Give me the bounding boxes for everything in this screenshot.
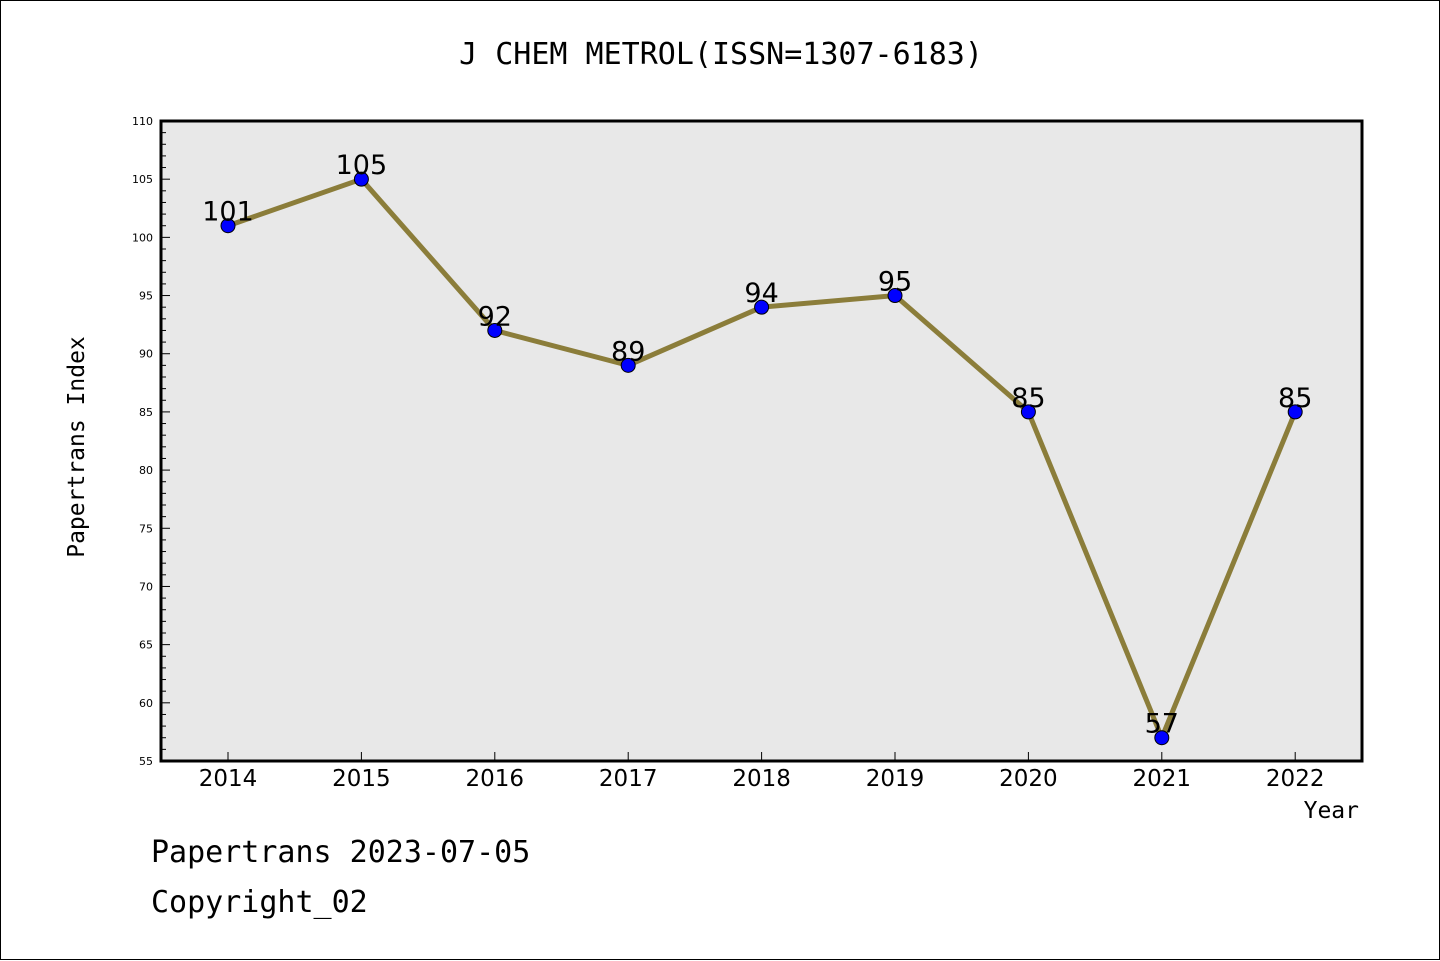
data-label: 105 xyxy=(336,150,388,181)
data-point xyxy=(887,288,903,304)
data-point xyxy=(1287,404,1303,420)
y-tick-label: 85 xyxy=(139,406,153,419)
footer-date: Papertrans 2023-07-05 xyxy=(151,835,531,870)
data-label: 57 xyxy=(1145,709,1179,740)
y-tick-label: 95 xyxy=(139,290,153,303)
x-tick-label: 2022 xyxy=(1266,766,1325,792)
x-tick-label: 2016 xyxy=(466,766,525,792)
x-tick-label: 2021 xyxy=(1133,766,1192,792)
y-tick-label: 90 xyxy=(139,348,153,361)
plot-area xyxy=(161,121,1362,761)
data-label: 94 xyxy=(744,278,778,309)
y-tick-label: 105 xyxy=(132,173,153,186)
y-tick-label: 100 xyxy=(132,231,153,244)
chart-title: J CHEM METROL(ISSN=1307-6183) xyxy=(459,37,983,72)
y-tick-label: 70 xyxy=(139,580,153,593)
plot-border xyxy=(159,119,1364,763)
data-point xyxy=(1154,730,1170,746)
data-label: 85 xyxy=(1278,383,1312,414)
data-point xyxy=(1020,404,1036,420)
x-tick-label: 2017 xyxy=(599,766,658,792)
y-tick-label: 110 xyxy=(132,115,153,128)
y-axis-label: Papertrans Index xyxy=(64,336,90,558)
data-point xyxy=(220,218,236,234)
x-tick-label: 2019 xyxy=(866,766,925,792)
x-tick-label: 2018 xyxy=(732,766,791,792)
x-tick-label: 2014 xyxy=(199,766,258,792)
data-point xyxy=(353,171,369,187)
data-label: 95 xyxy=(878,267,912,298)
footer-copyright: Copyright_02 xyxy=(151,885,368,920)
y-tick-label: 75 xyxy=(139,522,153,535)
y-tick-label: 55 xyxy=(139,755,153,768)
data-label: 85 xyxy=(1011,383,1045,414)
data-label: 89 xyxy=(611,336,645,367)
x-axis-label: Year xyxy=(1303,798,1359,824)
data-point xyxy=(487,322,503,338)
data-label: 101 xyxy=(202,197,254,228)
x-tick-label: 2015 xyxy=(332,766,391,792)
y-tick-label: 65 xyxy=(139,639,153,652)
y-tick-label: 80 xyxy=(139,464,153,477)
x-tick-label: 2020 xyxy=(999,766,1058,792)
y-tick-label: 60 xyxy=(139,697,153,710)
data-point xyxy=(620,357,636,373)
data-label: 92 xyxy=(478,301,512,332)
data-point xyxy=(754,299,770,315)
